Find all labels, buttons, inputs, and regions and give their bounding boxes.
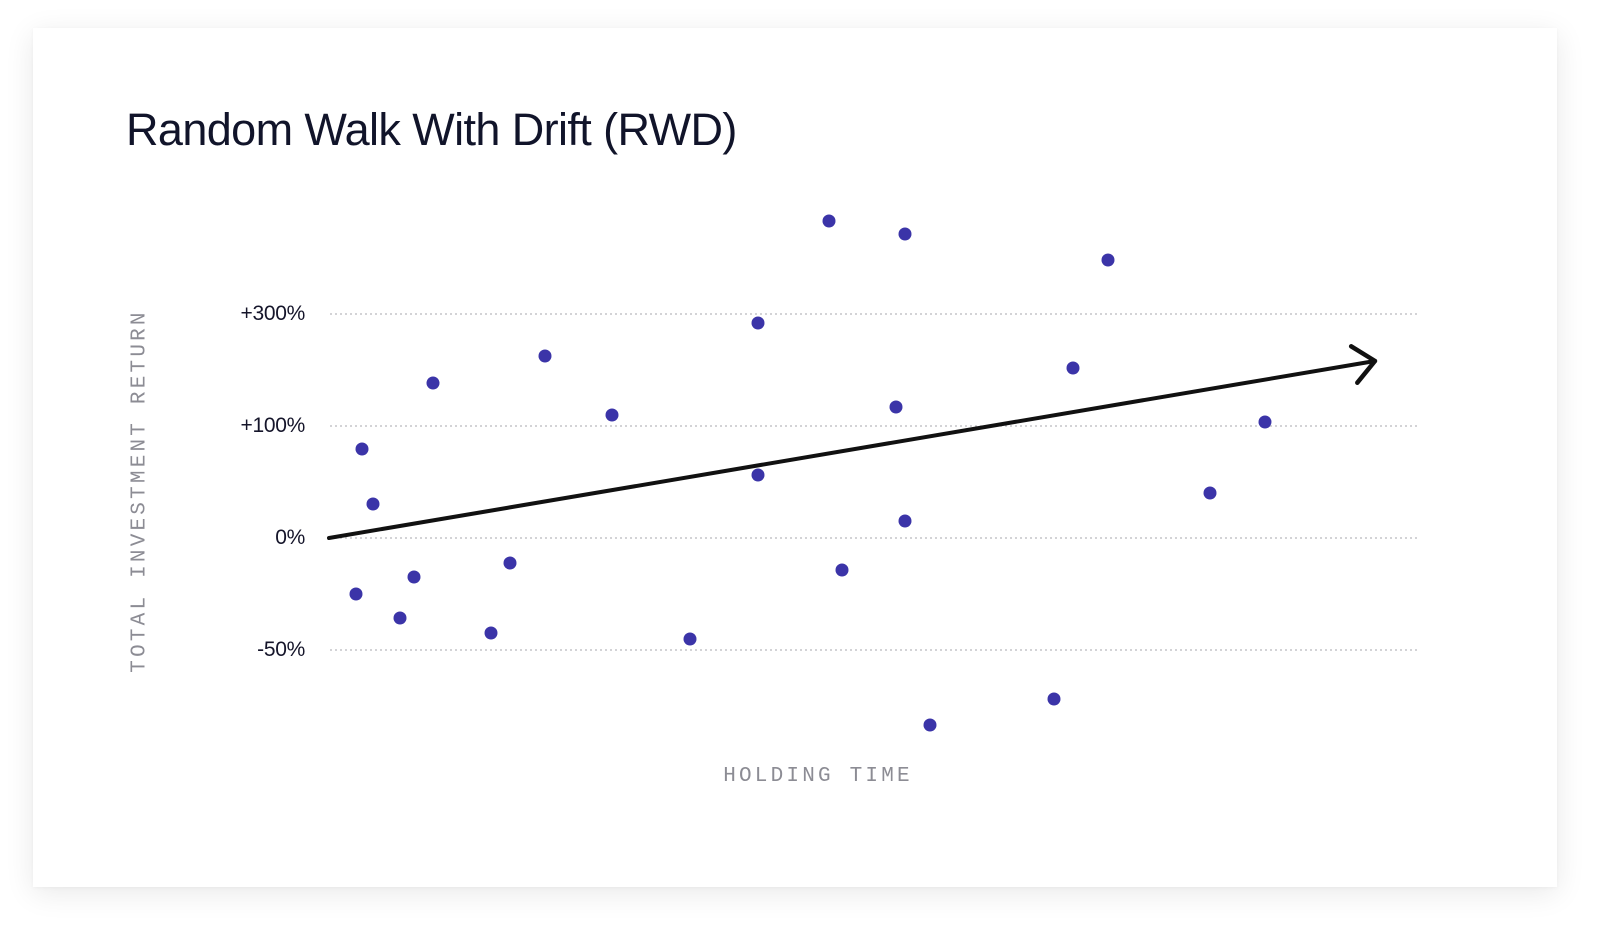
data-point	[366, 497, 380, 511]
x-axis-label: HOLDING TIME	[723, 765, 913, 788]
data-point	[1066, 361, 1080, 375]
trend-line	[327, 359, 1377, 540]
chart-title: Random Walk With Drift (RWD)	[126, 104, 737, 155]
data-point	[349, 587, 363, 601]
data-point	[605, 408, 619, 422]
data-point	[484, 626, 498, 640]
gridlines	[330, 313, 1418, 651]
data-point	[923, 718, 937, 732]
data-point	[1101, 253, 1115, 267]
trend-arrow	[327, 344, 1378, 540]
data-point	[407, 570, 421, 584]
data-point	[898, 514, 912, 528]
data-point	[889, 400, 903, 414]
data-point	[751, 468, 765, 482]
y-tick-label: +100%	[240, 414, 306, 437]
data-point	[683, 632, 697, 646]
data-point	[1047, 692, 1061, 706]
data-point	[898, 227, 912, 241]
data-point	[393, 611, 407, 625]
data-point	[503, 556, 517, 570]
data-point	[538, 349, 552, 363]
data-point	[355, 442, 369, 456]
y-tick-label: -50%	[257, 638, 305, 661]
y-tick-label: 0%	[275, 526, 305, 549]
data-point	[426, 376, 440, 390]
scatter-points	[349, 214, 1272, 732]
y-tick-label: +300%	[240, 302, 306, 325]
data-point	[1258, 415, 1272, 429]
data-point	[822, 214, 836, 228]
arrowhead-icon	[1348, 344, 1378, 385]
data-point	[835, 563, 849, 577]
data-point	[1203, 486, 1217, 500]
data-point	[751, 316, 765, 330]
